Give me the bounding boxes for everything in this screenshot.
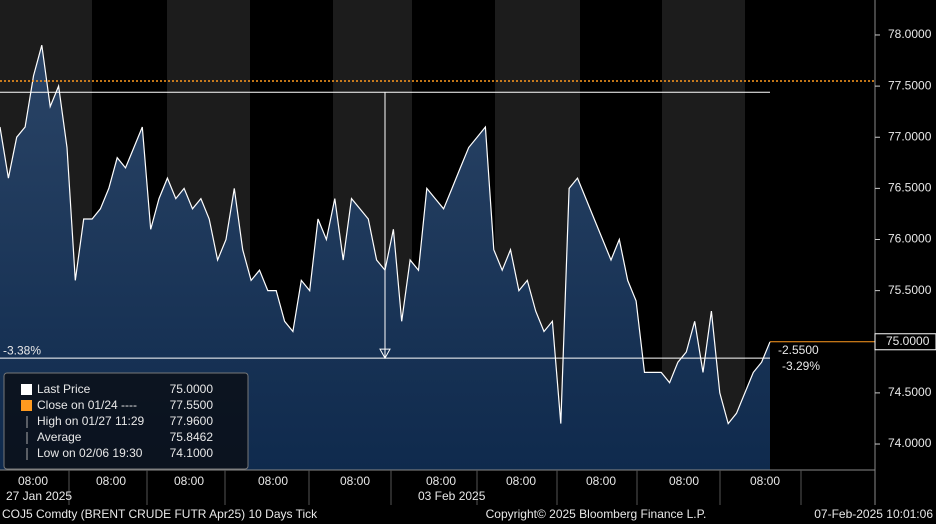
y-tick-label: 78.0000 bbox=[888, 27, 932, 41]
y-tick-label: 77.5000 bbox=[888, 78, 932, 92]
legend-label: Average bbox=[37, 430, 82, 444]
x-tick-label: 08:00 bbox=[174, 474, 204, 488]
last-tag bbox=[874, 333, 936, 351]
range-arrow bbox=[379, 348, 391, 360]
footer-bar bbox=[0, 507, 936, 524]
y-tick-label: 75.5000 bbox=[888, 283, 932, 297]
change-label: -2.5500 bbox=[778, 343, 819, 357]
footer-left: COJ5 Comdty (BRENT CRUDE FUTR Apr25) 10 … bbox=[2, 507, 318, 521]
legend-label: Low on 02/06 19:30 bbox=[37, 446, 143, 460]
legend-value: 75.8462 bbox=[170, 430, 214, 444]
legend-label: High on 01/27 11:29 bbox=[37, 414, 145, 428]
legend-box bbox=[3, 372, 249, 470]
x-tick-label: 08:00 bbox=[340, 474, 370, 488]
x-tick-label: 08:00 bbox=[426, 474, 456, 488]
y-tick-label: 74.0000 bbox=[888, 436, 932, 450]
x-tick-label: 08:00 bbox=[669, 474, 699, 488]
x-tick-label: 08:00 bbox=[18, 474, 48, 488]
legend-label: Last Price bbox=[37, 382, 91, 396]
legend-value: 77.9600 bbox=[170, 414, 214, 428]
y-tick-label: 76.0000 bbox=[888, 232, 932, 246]
range-label: -3.38% bbox=[3, 343, 41, 357]
legend-value: 75.0000 bbox=[170, 382, 214, 396]
footer-right: 07-Feb-2025 10:01:06 bbox=[814, 507, 933, 521]
legend-value: 74.1000 bbox=[170, 446, 214, 460]
change-percent: -3.29% bbox=[782, 359, 820, 373]
legend-label: Close on 01/24 ---- bbox=[37, 398, 137, 412]
x-tick-label: 08:00 bbox=[586, 474, 616, 488]
legend-swatch bbox=[21, 400, 32, 411]
area bbox=[0, 45, 770, 470]
x-tick-label: 08:00 bbox=[258, 474, 288, 488]
y-tick-label: 76.5000 bbox=[888, 181, 932, 195]
y-tick-label: 77.0000 bbox=[888, 129, 932, 143]
x-date-label: 03 Feb 2025 bbox=[418, 489, 486, 503]
last-tag-label: 75.0000 bbox=[886, 334, 930, 348]
x-tick-label: 08:00 bbox=[750, 474, 780, 488]
legend-value: 77.5500 bbox=[170, 398, 214, 412]
legend: Last Price 75.0000 Close on 01/24 ---- 77.5… bbox=[3, 372, 249, 470]
x-tick-label: 08:00 bbox=[96, 474, 126, 488]
footer-center: Copyright© 2025 Bloomberg Finance L.P. bbox=[486, 507, 707, 521]
x-tick-label: 08:00 bbox=[506, 474, 536, 488]
legend-swatch bbox=[21, 384, 32, 395]
x-date-label: 27 Jan 2025 bbox=[6, 489, 72, 503]
y-tick-label: 74.5000 bbox=[888, 385, 932, 399]
